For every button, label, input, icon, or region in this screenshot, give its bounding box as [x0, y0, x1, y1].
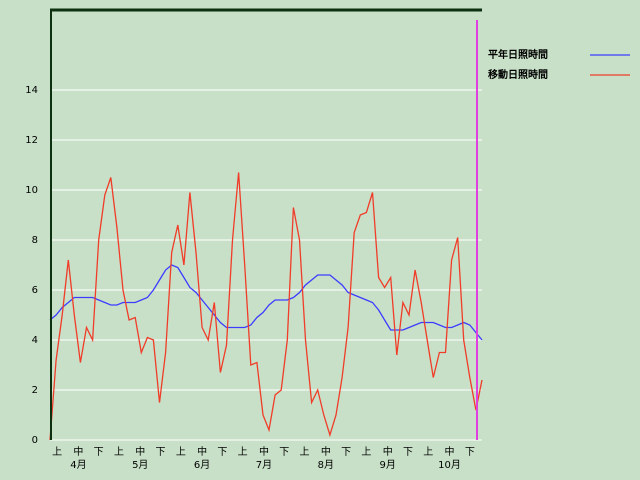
x-tick-label: 上: [300, 446, 310, 458]
y-tick-label: 14: [25, 85, 38, 96]
month-label: 6月: [194, 459, 210, 471]
y-tick-label: 12: [25, 135, 38, 146]
x-tick-label: 下: [341, 447, 351, 458]
x-tick-label: 上: [361, 446, 371, 458]
series-line: [49, 172, 483, 441]
x-tick-label: 上: [238, 446, 248, 458]
x-tick-label: 中: [383, 445, 393, 458]
x-tick-label: 上: [114, 446, 124, 458]
month-label: 9月: [380, 459, 396, 471]
x-tick-label: 下: [465, 447, 475, 458]
y-tick-label: 8: [32, 235, 38, 246]
x-tick-label: 下: [156, 447, 166, 458]
x-tick-label: 中: [197, 445, 207, 458]
x-tick-label: 上: [52, 446, 62, 458]
legend-label: 平年日照時間: [488, 48, 548, 61]
y-tick-label: 2: [32, 385, 38, 396]
x-tick-label: 中: [445, 445, 455, 458]
month-label: 10月: [438, 459, 461, 471]
month-label: 8月: [318, 459, 334, 471]
x-tick-label: 下: [279, 447, 289, 458]
x-tick-label: 下: [217, 447, 227, 458]
y-tick-label: 10: [25, 185, 38, 196]
y-tick-label: 6: [32, 285, 38, 296]
month-label: 5月: [132, 459, 148, 471]
x-tick-label: 中: [321, 445, 331, 458]
x-tick-label: 中: [73, 445, 83, 458]
x-tick-label: 中: [135, 445, 145, 458]
month-label: 7月: [256, 459, 272, 471]
x-tick-label: 中: [259, 445, 269, 458]
grid: [50, 89, 482, 441]
month-label: 4月: [70, 459, 86, 471]
x-tick-label: 下: [403, 447, 413, 458]
y-tick-label: 0: [32, 435, 38, 446]
plot: [49, 172, 483, 441]
series-line: [49, 264, 483, 341]
x-tick-label: 上: [423, 446, 433, 458]
x-tick-label: 下: [94, 447, 104, 458]
x-tick-label: 上: [176, 446, 186, 458]
legend-label: 移動日照時間: [488, 68, 548, 81]
y-tick-label: 4: [32, 335, 38, 346]
